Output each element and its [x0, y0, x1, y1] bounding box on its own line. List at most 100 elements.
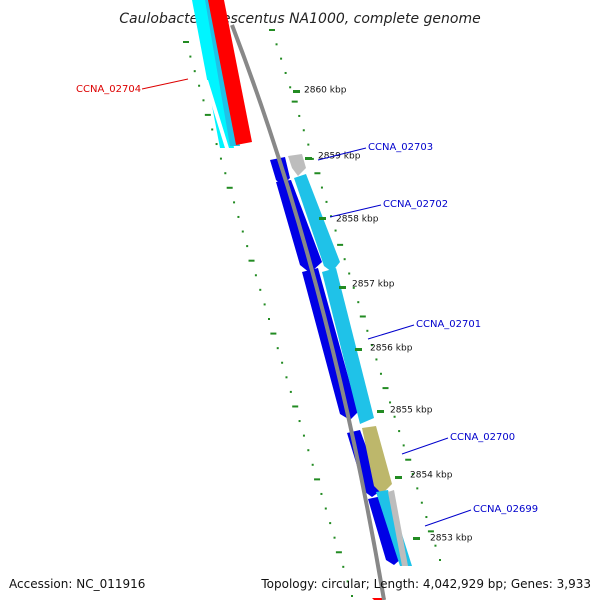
ruler-dot — [302, 434, 305, 437]
tick-mark — [339, 286, 346, 289]
ruler-dot — [348, 272, 351, 275]
gene-label-leader — [367, 324, 415, 340]
ruler-dot — [352, 286, 355, 289]
ruler-dot — [370, 344, 373, 347]
red-gene-top — [208, 0, 252, 145]
gray-gene-1 — [288, 154, 306, 176]
inner-ruler-dots — [269, 29, 441, 561]
tick-mark — [377, 410, 384, 413]
ruler-dot — [393, 415, 396, 418]
gene-label-leader — [401, 437, 449, 455]
ruler-dots — [183, 29, 441, 597]
ruler-dot — [289, 86, 292, 89]
white-separator-top — [204, 80, 229, 148]
topology-info-text: Topology: circular; Length: 4,042,929 bp… — [261, 577, 591, 591]
ruler-dot — [357, 301, 360, 304]
ruler-dot — [382, 387, 389, 390]
ruler-dot — [302, 129, 305, 132]
ruler-dot — [420, 501, 423, 504]
cyan-gene-top — [192, 0, 234, 148]
tick-label: 2858 kbp — [336, 215, 379, 225]
gene-label[interactable]: CCNA_02701 — [416, 319, 481, 330]
tick-label: 2859 kbp — [318, 152, 361, 162]
ruler-dot — [189, 55, 192, 58]
ruler-dot — [375, 358, 378, 361]
ruler-dot — [337, 243, 344, 246]
tick-label: 2857 kbp — [352, 280, 395, 290]
ruler-dot — [398, 430, 401, 433]
ruler-dot — [311, 463, 314, 466]
ruler-dot — [334, 229, 337, 232]
ruler-dot — [268, 318, 270, 320]
ruler-dot — [411, 473, 414, 476]
ruler-dot — [333, 536, 336, 539]
ruler-dot — [298, 114, 301, 117]
ruler-dot — [325, 200, 328, 203]
gene-label[interactable]: CCNA_02703 — [368, 142, 433, 153]
ruler-dot — [241, 230, 244, 233]
ruler-dot — [320, 492, 323, 495]
ruler-dot — [204, 113, 211, 116]
ruler-dot — [366, 329, 369, 332]
gene-features — [192, 0, 412, 600]
ruler-dot — [270, 332, 277, 335]
ruler-dot — [280, 57, 283, 60]
ruler-dot — [351, 595, 353, 597]
ruler-dot — [402, 444, 405, 447]
ruler-dot — [427, 530, 434, 533]
ruler-dot — [330, 215, 333, 218]
ruler-dot — [343, 258, 346, 261]
ruler-dot — [320, 186, 323, 189]
ruler-dot — [307, 449, 310, 452]
tick-label: 2856 kbp — [370, 344, 413, 354]
ruler-dot — [405, 458, 412, 461]
ruler-dot — [329, 522, 332, 525]
ruler-dot — [314, 172, 321, 175]
ruler-dot — [233, 201, 236, 204]
gene-label[interactable]: CCNA_02704 — [76, 84, 141, 95]
tick-mark — [413, 537, 420, 540]
ruler-dot — [259, 288, 262, 291]
ruler-dot — [425, 516, 428, 519]
gene-label[interactable]: CCNA_02699 — [473, 504, 538, 515]
ruler-dot — [311, 157, 314, 160]
tick-mark — [305, 157, 312, 160]
gray-gene-2 — [388, 490, 408, 566]
gene-label[interactable]: CCNA_02700 — [450, 432, 515, 443]
ruler-dot — [226, 186, 233, 189]
tick-mark — [319, 217, 326, 220]
ruler-dot — [379, 372, 382, 375]
ruler-dot — [291, 100, 298, 103]
ruler-dot — [219, 157, 222, 160]
ruler-dot — [284, 71, 287, 74]
ruler-dot — [389, 401, 392, 404]
ruler-dot — [246, 245, 249, 248]
ruler-dot — [263, 303, 266, 306]
ruler-ticks: 2860 kbp 2859 kbp 2858 kbp 2857 kbp 2856 kbp… — [293, 86, 473, 544]
ruler-dot — [211, 128, 214, 131]
ruler-dot — [269, 29, 275, 31]
ruler-dot — [248, 259, 255, 262]
gene-labels: CCNA_02704 CCNA_02703 CCNA_02702 CCNA_02701… — [76, 78, 538, 527]
tick-label: 2860 kbp — [304, 86, 347, 96]
tick-label: 2855 kbp — [390, 406, 433, 416]
gene-label[interactable]: CCNA_02702 — [383, 199, 448, 210]
gene-label-leader — [424, 509, 472, 527]
tick-mark — [395, 476, 402, 479]
ruler-dot — [281, 361, 284, 364]
tick-label: 2853 kbp — [430, 534, 473, 544]
tick-mark — [293, 90, 300, 93]
ruler-dot — [285, 376, 288, 379]
light-blue-gene-2 — [322, 268, 374, 424]
gene-label-leader — [329, 204, 382, 218]
light-blue-gene-1 — [294, 174, 340, 272]
ruler-dot — [298, 420, 301, 423]
ruler-dot — [289, 390, 292, 393]
ruler-dot — [198, 84, 201, 87]
ruler-dot — [416, 487, 419, 490]
genome-backbone — [230, 24, 386, 600]
ruler-dot — [224, 172, 227, 175]
tick-mark — [355, 348, 362, 351]
gene-label-leader — [317, 147, 367, 161]
tick-label: 2854 kbp — [410, 471, 453, 481]
